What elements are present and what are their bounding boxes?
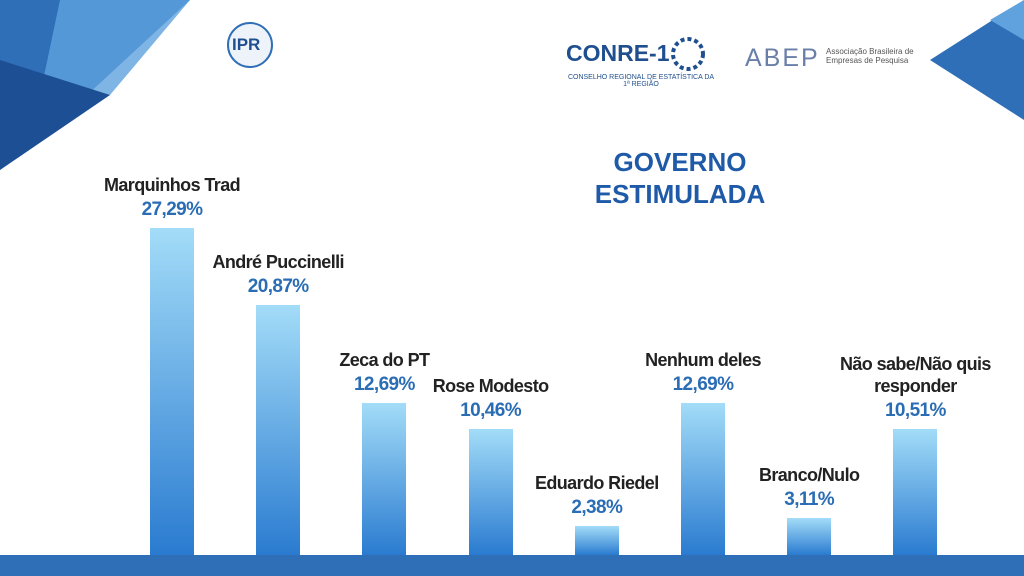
bar-label: Nenhum deles 12,69% bbox=[618, 349, 788, 397]
category-label: Zeca do PT bbox=[339, 349, 430, 370]
category-label: Rose Modesto bbox=[432, 376, 549, 397]
chart-title: GOVERNO ESTIMULADA bbox=[594, 147, 766, 209]
corner-shape bbox=[40, 0, 190, 95]
bar bbox=[787, 517, 832, 555]
category-label: Não sabe/Não quis responder bbox=[839, 353, 991, 396]
bar-label: Rose Modesto 10,46% bbox=[406, 375, 576, 423]
value-label: 3,11% bbox=[784, 488, 835, 510]
bar-label: Branco/Nulo 3,11% bbox=[724, 464, 894, 512]
category-label: André Puccinelli bbox=[212, 251, 344, 272]
value-label: 2,38% bbox=[571, 497, 623, 519]
abep-subtitle: Associação Brasileira de Empresas de Pes… bbox=[826, 47, 914, 65]
value-label: 27,29% bbox=[141, 198, 203, 220]
bar bbox=[362, 402, 407, 555]
bar bbox=[256, 304, 301, 555]
ipr-text: IPR bbox=[232, 35, 261, 54]
value-label: 10,46% bbox=[460, 400, 522, 422]
bar bbox=[150, 227, 194, 555]
category-label: Nenhum deles bbox=[645, 349, 761, 370]
value-label: 20,87% bbox=[247, 275, 309, 297]
category-label: Eduardo Riedel bbox=[534, 473, 659, 494]
value-label: 12,69% bbox=[672, 373, 734, 395]
corner-shape bbox=[0, 60, 110, 170]
corner-shape bbox=[990, 0, 1024, 40]
bottom-band bbox=[0, 555, 1024, 576]
bar-label: André Puccinelli 20,87% bbox=[193, 251, 363, 299]
bar bbox=[574, 526, 619, 555]
value-label: 12,69% bbox=[353, 373, 415, 395]
conre-subtitle: CONSELHO REGIONAL DE ESTATÍSTICA DA 1ª R… bbox=[567, 74, 715, 88]
value-label: 10,51% bbox=[884, 399, 946, 421]
bar bbox=[681, 402, 725, 555]
corner-shape bbox=[930, 0, 1024, 120]
bar-label: Marquinhos Trad 27,29% bbox=[87, 174, 257, 222]
bar bbox=[468, 429, 513, 555]
conre-logo bbox=[671, 37, 705, 71]
bar-label: Zeca do PT 12,69% bbox=[299, 349, 469, 397]
bar-label: Não sabe/Não quis responder 10,51% bbox=[830, 353, 1000, 423]
bar bbox=[893, 428, 938, 555]
ipr-logo bbox=[227, 22, 273, 68]
conre-text: CONRE-1 bbox=[566, 40, 670, 66]
bar-label: Eduardo Riedel 2,38% bbox=[512, 472, 682, 520]
category-label: Branco/Nulo bbox=[758, 464, 860, 485]
category-label: Marquinhos Trad bbox=[103, 174, 241, 195]
abep-text: ABEP bbox=[745, 44, 820, 72]
